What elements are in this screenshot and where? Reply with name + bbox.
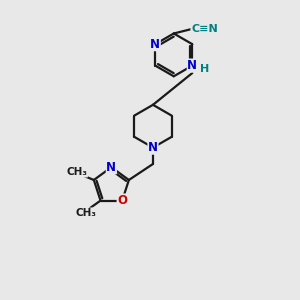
Text: N: N (106, 161, 116, 174)
Text: N: N (150, 38, 160, 51)
Text: CH₃: CH₃ (66, 167, 87, 177)
Text: H: H (200, 64, 209, 74)
Text: C≡N: C≡N (191, 24, 218, 34)
Text: N: N (148, 141, 158, 154)
Text: N: N (187, 59, 197, 72)
Text: CH₃: CH₃ (75, 208, 96, 218)
Text: O: O (117, 194, 127, 207)
